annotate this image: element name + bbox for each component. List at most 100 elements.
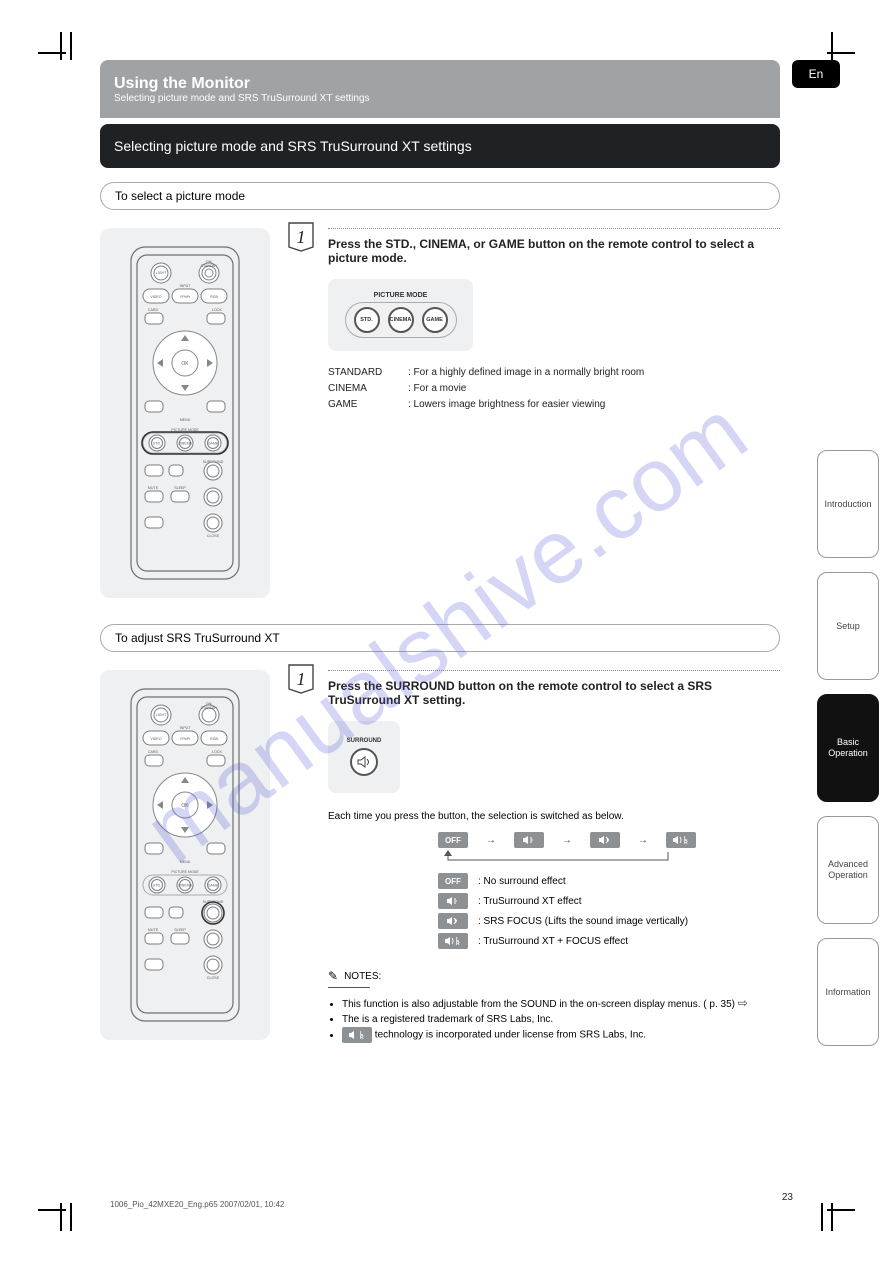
notes-heading: ✎ NOTES: <box>328 967 370 988</box>
section2-step-title: Press the SURROUND button on the remote … <box>328 679 780 707</box>
crop-mark <box>821 1203 823 1231</box>
tab-introduction[interactable]: Introduction <box>817 450 879 558</box>
notes-title: NOTES: <box>344 969 381 984</box>
tab-advanced-operation[interactable]: Advanced Operation <box>817 816 879 924</box>
svg-text:OK: OK <box>181 361 189 367</box>
desc-text: : TruSurround XT + FOCUS effect <box>478 936 628 947</box>
section1-row: LIGHT ON/STANDBY INPUT VIDEO YPbPr RGB C… <box>100 228 780 598</box>
tab-setup[interactable]: Setup <box>817 572 879 680</box>
crop-mark <box>831 32 833 60</box>
language-badge: En <box>792 60 840 88</box>
remote-panel-1: LIGHT ON/STANDBY INPUT VIDEO YPbPr RGB C… <box>100 228 270 598</box>
cinema-button[interactable]: CINEMA <box>388 307 414 333</box>
svg-text:CLOSE: CLOSE <box>207 534 220 538</box>
std-button[interactable]: STD. <box>354 307 380 333</box>
crop-mark <box>70 32 72 60</box>
section-pill-surround: To adjust SRS TruSurround XT <box>100 624 780 652</box>
pencil-icon: ✎ <box>328 967 338 985</box>
step-number-1: 1 <box>288 222 314 252</box>
picture-mode-label: PICTURE MODE <box>374 292 428 299</box>
page-content: Using the Monitor Selecting picture mode… <box>100 60 780 1043</box>
speaker-icon <box>438 893 468 909</box>
svg-text:MENU: MENU <box>180 860 191 864</box>
speaker-badge-2 <box>590 832 620 848</box>
svg-text:LIGHT: LIGHT <box>156 271 167 275</box>
notes-block: ✎ NOTES: This function is also adjustabl… <box>328 967 780 1043</box>
tab-basic-operation[interactable]: Basic Operation <box>817 694 879 802</box>
svg-text:RGB: RGB <box>210 295 218 299</box>
svg-text:1: 1 <box>297 227 306 247</box>
mode-key: GAME <box>328 397 398 413</box>
mode-key: CINEMA <box>328 381 398 397</box>
speaker-badge-3: LR <box>666 832 696 848</box>
crop-mark <box>70 1203 72 1231</box>
svg-text:CARD: CARD <box>148 308 159 312</box>
right-arrow-icon: ⇨ <box>738 996 748 1010</box>
crop-mark <box>60 1203 62 1231</box>
header-gray-bar: Using the Monitor Selecting picture mode… <box>100 60 780 118</box>
header-subtitle: Selecting picture mode and SRS TruSurrou… <box>114 93 766 104</box>
note-text: The is a registered trademark of SRS Lab… <box>342 1014 553 1025</box>
section-pill-label: To adjust SRS TruSurround XT <box>115 631 280 645</box>
section-pill-label: To select a picture mode <box>115 189 245 203</box>
side-tabs: Introduction Setup Basic Operation Advan… <box>817 450 879 1046</box>
remote-illustration-1: LIGHT ON/STANDBY INPUT VIDEO YPbPr RGB C… <box>125 243 245 583</box>
picture-mode-row: STD. CINEMA GAME <box>345 302 457 338</box>
svg-text:R: R <box>360 1035 364 1040</box>
note-text: technology is incorporated under license… <box>375 1030 646 1041</box>
svg-text:STANDBY: STANDBY <box>201 264 218 268</box>
svg-text:LOCK: LOCK <box>212 308 222 312</box>
svg-text:GAME: GAME <box>208 442 219 446</box>
crop-mark <box>60 32 62 60</box>
dotted-divider <box>328 228 780 229</box>
tab-information[interactable]: Information <box>817 938 879 1046</box>
section2-step: 1 Press the SURROUND button on the remot… <box>288 670 780 1043</box>
section1-step-title: Press the STD., CINEMA, or GAME button o… <box>328 237 780 265</box>
svg-text:INPUT: INPUT <box>180 726 192 730</box>
svg-text:YPbPr: YPbPr <box>180 737 191 741</box>
page-number: 23 <box>782 1192 793 1203</box>
svg-text:MENU: MENU <box>180 418 191 422</box>
picture-mode-descriptions: STANDARD : For a highly defined image in … <box>328 365 780 413</box>
svg-text:STD.: STD. <box>153 442 161 446</box>
mode-val: : For a movie <box>408 381 466 397</box>
remote-panel-2: LIGHT ON/STANDBY INPUT VIDEO YPbPr RGB C… <box>100 670 270 1040</box>
black-bar-text: Selecting picture mode and SRS TruSurrou… <box>114 138 472 154</box>
loop-arrow <box>438 848 678 864</box>
svg-text:STANDBY: STANDBY <box>201 706 218 710</box>
svg-text:SLEEP: SLEEP <box>174 928 186 932</box>
cycle-diagram: OFF → → → LR <box>438 832 780 848</box>
desc-text: : SRS FOCUS (Lifts the sound image verti… <box>478 916 688 927</box>
mode-val: : For a highly defined image in a normal… <box>408 365 644 381</box>
remote-illustration-2: LIGHT ON/STANDBY INPUT VIDEO YPbPr RGB C… <box>125 685 245 1025</box>
speaker-icon <box>356 754 372 770</box>
picture-mode-panel: PICTURE MODE STD. CINEMA GAME <box>328 279 473 351</box>
off-badge: OFF <box>438 832 468 848</box>
note-item: This function is also adjustable from th… <box>342 994 780 1012</box>
mode-key: STANDARD <box>328 365 398 381</box>
step-number-1: 1 <box>288 664 314 694</box>
svg-text:VIDEO: VIDEO <box>150 737 161 741</box>
mode-val: : Lowers image brightness for easier vie… <box>408 397 605 413</box>
game-button[interactable]: GAME <box>422 307 448 333</box>
section-pill-picture-mode: To select a picture mode <box>100 182 780 210</box>
note-item: LR technology is incorporated under lice… <box>342 1027 780 1043</box>
footer-filename: 1006_Pio_42MXE20_Eng.p65 2007/02/01, 10:… <box>110 1200 284 1209</box>
crop-mark <box>831 1203 833 1231</box>
cycle-intro: Each time you press the button, the sele… <box>328 811 780 822</box>
svg-text:R: R <box>684 840 688 845</box>
header-title: Using the Monitor <box>114 75 766 93</box>
surround-button[interactable] <box>350 748 378 776</box>
svg-text:RGB: RGB <box>210 737 218 741</box>
svg-text:MUTE: MUTE <box>148 928 159 932</box>
off-badge: OFF <box>438 873 468 889</box>
header-black-bar: Selecting picture mode and SRS TruSurrou… <box>100 124 780 168</box>
svg-text:MUTE: MUTE <box>148 486 159 490</box>
svg-text:CINEMA: CINEMA <box>178 884 193 888</box>
speaker-icon <box>438 913 468 929</box>
note-text: This function is also adjustable from th… <box>342 999 735 1010</box>
svg-text:CLOSE: CLOSE <box>207 976 220 980</box>
svg-text:INPUT: INPUT <box>180 284 192 288</box>
cycle-description: Each time you press the button, the sele… <box>328 811 780 949</box>
svg-text:SLEEP: SLEEP <box>174 486 186 490</box>
